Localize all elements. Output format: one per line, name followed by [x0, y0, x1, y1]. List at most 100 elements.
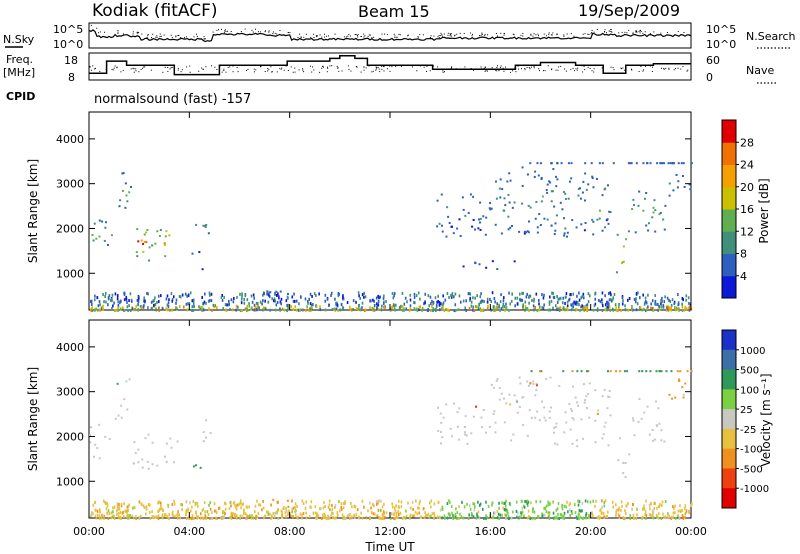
- power-mark: [192, 298, 195, 302]
- velocity-mark: [523, 505, 526, 509]
- noise-search-dot: [596, 28, 598, 30]
- nave-dot: [171, 66, 173, 68]
- nave-dot: [542, 70, 544, 72]
- nave-dot: [292, 71, 294, 73]
- velocity-mark: [107, 517, 110, 521]
- noise-search-dot: [522, 32, 524, 34]
- velocity-mark: [302, 511, 305, 515]
- power-mark: [469, 193, 472, 196]
- power-mark: [655, 303, 657, 307]
- power-mark: [681, 296, 684, 300]
- power-mark: [535, 292, 538, 296]
- nave-dot: [665, 67, 667, 69]
- power-mark: [385, 299, 387, 303]
- velocity-mark: [120, 416, 123, 419]
- power-mark: [393, 294, 395, 298]
- velocity-mark: [468, 513, 470, 517]
- power-mark: [537, 298, 540, 302]
- velocity-cbar-tick-label: 100: [740, 385, 759, 396]
- velocity-mark: [328, 499, 331, 503]
- velocity-mark: [213, 509, 216, 513]
- power-mark: [459, 234, 462, 237]
- velocity-mark: [135, 517, 137, 521]
- power-mark: [121, 189, 124, 192]
- power-mark: [310, 308, 312, 312]
- velocity-mark: [503, 501, 506, 505]
- velocity-mark: [672, 511, 675, 515]
- power-mark: [171, 299, 174, 303]
- power-mark: [147, 306, 149, 310]
- velocity-mark: [509, 503, 512, 507]
- velocity-mark: [221, 516, 224, 520]
- velocity-mark: [176, 516, 179, 520]
- velocity-mark: [365, 516, 368, 520]
- power-mark: [429, 295, 432, 299]
- nave-dot: [337, 67, 339, 69]
- velocity-mark: [678, 516, 681, 520]
- velocity-mark: [645, 499, 647, 503]
- nave-dot: [189, 71, 191, 73]
- freq-series: [89, 54, 691, 76]
- power-mark: [468, 307, 471, 311]
- nave-dot: [389, 65, 391, 67]
- power-mark: [504, 204, 507, 207]
- power-mark: [510, 299, 513, 303]
- power-mark: [106, 243, 109, 246]
- power-mark: [379, 295, 382, 299]
- power-mark: [584, 172, 587, 175]
- velocity-mark: [608, 395, 611, 398]
- power-mark: [250, 294, 253, 298]
- velocity-mark: [686, 370, 689, 373]
- power-mark: [549, 308, 551, 312]
- power-mark: [509, 302, 512, 306]
- velocity-mark: [572, 418, 575, 421]
- power-mark: [606, 308, 609, 312]
- power-mark: [489, 208, 492, 211]
- velocity-mark: [94, 514, 97, 518]
- velocity-mark: [361, 516, 364, 520]
- power-mark: [251, 306, 253, 310]
- power-mark: [268, 291, 271, 294]
- power-mark: [591, 175, 594, 178]
- velocity-mark: [629, 516, 632, 520]
- velocity-mark: [656, 506, 658, 510]
- velocity-mark: [338, 500, 340, 504]
- velocity-mark: [243, 511, 245, 515]
- power-mark: [477, 218, 480, 221]
- power-mark: [689, 188, 692, 191]
- power-mark: [669, 307, 671, 311]
- power-mark: [104, 226, 107, 229]
- power-mark: [114, 292, 117, 296]
- power-mark: [660, 305, 663, 309]
- velocity-mark: [475, 516, 478, 520]
- noise-search-dot: [486, 34, 488, 36]
- power-mark: [161, 307, 164, 311]
- velocity-mark: [376, 500, 378, 504]
- power-mark: [384, 306, 386, 310]
- power-mark: [513, 260, 516, 263]
- power-mark: [528, 294, 531, 298]
- power-mark: [494, 300, 496, 304]
- velocity-mark: [172, 514, 174, 518]
- velocity-mark: [135, 514, 137, 518]
- power-mark: [529, 162, 532, 165]
- velocity-mark: [561, 503, 564, 507]
- velocity-mark: [127, 508, 129, 512]
- nave-dot: [500, 65, 502, 67]
- power-mark: [631, 308, 634, 312]
- noise-search-dot: [535, 34, 537, 36]
- noise-search-dot: [193, 36, 195, 38]
- velocity-mark: [548, 517, 551, 521]
- velocity-mark: [177, 510, 179, 514]
- noise-search-dot: [348, 34, 350, 36]
- power-mark: [593, 304, 596, 308]
- velocity-mark: [222, 509, 224, 513]
- power-mark: [580, 223, 583, 226]
- power-mark: [452, 295, 455, 299]
- power-mark: [654, 302, 656, 306]
- noise-search-dot: [537, 33, 539, 35]
- noise-search-dot: [530, 33, 532, 35]
- velocity-mark: [560, 513, 563, 517]
- nave-dot: [302, 68, 304, 70]
- power-mark: [246, 304, 249, 308]
